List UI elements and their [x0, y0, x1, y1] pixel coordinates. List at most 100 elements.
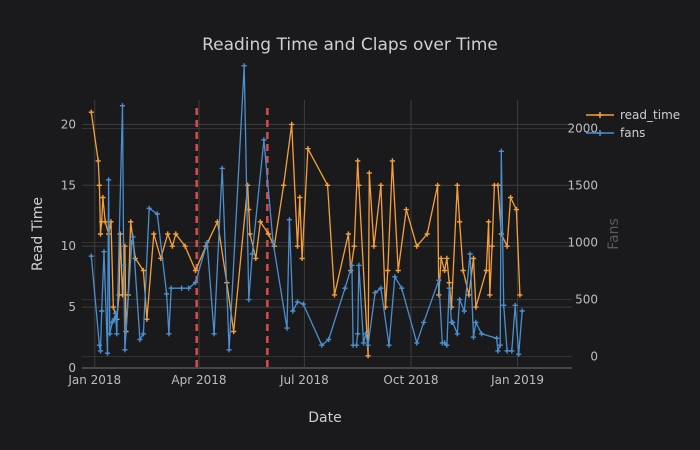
data-point-fans	[446, 285, 452, 291]
data-point-fans	[104, 350, 111, 356]
data-point-read_time	[100, 194, 106, 201]
data-point-fans	[290, 308, 296, 314]
data-point-read_time	[110, 304, 116, 310]
data-point-fans	[137, 336, 143, 343]
data-point-fans	[146, 205, 152, 211]
data-point-fans	[504, 348, 510, 354]
data-point-read_time	[517, 292, 523, 298]
data-point-fans	[294, 299, 301, 305]
data-point-read_time	[489, 243, 495, 249]
legend-label-fans: fans	[620, 126, 645, 140]
data-point-fans	[356, 262, 362, 268]
data-point-read_time	[165, 231, 171, 237]
data-point-read_time	[281, 182, 287, 188]
data-point-fans	[300, 301, 306, 307]
data-point-read_time	[414, 243, 420, 249]
data-point-read_time	[454, 182, 460, 188]
data-point-read_time	[231, 328, 237, 335]
data-point-fans	[88, 253, 94, 259]
data-point-fans	[109, 319, 115, 325]
data-point-fans	[99, 308, 105, 314]
data-point-read_time	[385, 267, 391, 274]
y2-tick-label: 1500	[567, 179, 598, 193]
data-point-fans	[363, 331, 369, 337]
data-point-fans	[113, 310, 119, 316]
data-point-fans	[204, 240, 210, 246]
data-point-read_time	[448, 304, 455, 310]
data-point-read_time	[356, 182, 362, 188]
data-point-fans	[241, 63, 247, 69]
data-point-fans	[130, 234, 136, 240]
data-point-read_time	[173, 231, 179, 237]
data-point-read_time	[253, 255, 259, 261]
data-point-fans	[392, 274, 398, 280]
data-point-read_time	[88, 109, 94, 115]
data-point-read_time	[504, 243, 510, 249]
data-point-read_time	[389, 158, 395, 164]
data-point-read_time	[366, 170, 372, 176]
data-point-read_time	[294, 243, 301, 249]
data-point-read_time	[132, 255, 138, 261]
data-point-fans	[101, 249, 107, 255]
data-point-fans	[219, 165, 225, 171]
y-axis-title: Read Time	[30, 197, 46, 271]
data-point-fans	[372, 290, 378, 296]
data-point-fans	[186, 285, 192, 291]
data-point-read_time	[140, 267, 146, 274]
data-point-read_time	[192, 267, 199, 274]
data-point-read_time	[265, 231, 272, 237]
data-point-read_time	[169, 243, 175, 249]
data-point-fans	[414, 340, 420, 346]
data-point-read_time	[289, 121, 295, 127]
x-tick-label: Jan 2018	[67, 373, 121, 387]
y-tick-label: 10	[61, 239, 76, 253]
data-point-fans	[436, 277, 442, 283]
data-point-read_time	[473, 304, 479, 310]
data-point-fans	[386, 342, 392, 348]
data-point-read_time	[299, 255, 305, 261]
data-point-read_time	[424, 231, 430, 237]
data-point-fans	[509, 348, 515, 354]
data-point-read_time	[483, 267, 489, 274]
legend-marker-read_time	[597, 112, 603, 118]
x-tick-label: Jul 2018	[279, 373, 329, 387]
data-point-read_time	[182, 243, 188, 249]
data-point-fans	[355, 331, 361, 337]
data-point-fans	[154, 211, 160, 217]
data-point-fans	[457, 297, 463, 303]
data-point-read_time	[102, 219, 108, 225]
data-point-read_time	[466, 292, 472, 298]
data-point-fans	[399, 285, 405, 291]
data-point-fans	[192, 279, 199, 286]
data-point-read_time	[257, 219, 263, 225]
data-point-fans	[444, 342, 450, 348]
data-point-read_time	[435, 182, 441, 188]
data-point-read_time	[371, 243, 377, 249]
data-point-fans	[246, 297, 252, 303]
chart-title: Reading Time and Claps over Time	[202, 35, 498, 55]
series-layer	[88, 63, 525, 359]
data-point-fans	[179, 285, 185, 291]
x-tick-label: Jan 2019	[490, 373, 544, 387]
data-point-read_time	[365, 353, 371, 359]
y-tick-label: 20	[61, 117, 76, 131]
data-point-fans	[467, 251, 473, 257]
y-tick-label: 5	[68, 300, 76, 314]
data-point-read_time	[457, 219, 463, 225]
data-point-fans	[97, 348, 104, 354]
legend-label-read_time: read_time	[620, 108, 680, 122]
data-point-fans	[512, 302, 518, 308]
data-point-read_time	[297, 194, 303, 201]
data-point-read_time	[331, 292, 338, 298]
data-point-fans	[96, 342, 102, 348]
data-point-fans	[284, 325, 290, 331]
data-point-fans	[270, 240, 276, 246]
data-point-fans	[261, 137, 267, 143]
data-point-fans	[519, 308, 525, 314]
axis-labels: 0 5 10 15 20 0 500 1000 1500 2000 Jan 2018 Apr 2018…	[61, 117, 598, 387]
data-point-read_time	[487, 292, 493, 298]
data-point-fans	[470, 334, 477, 340]
event-lines	[195, 108, 269, 368]
plot-area	[82, 100, 572, 368]
